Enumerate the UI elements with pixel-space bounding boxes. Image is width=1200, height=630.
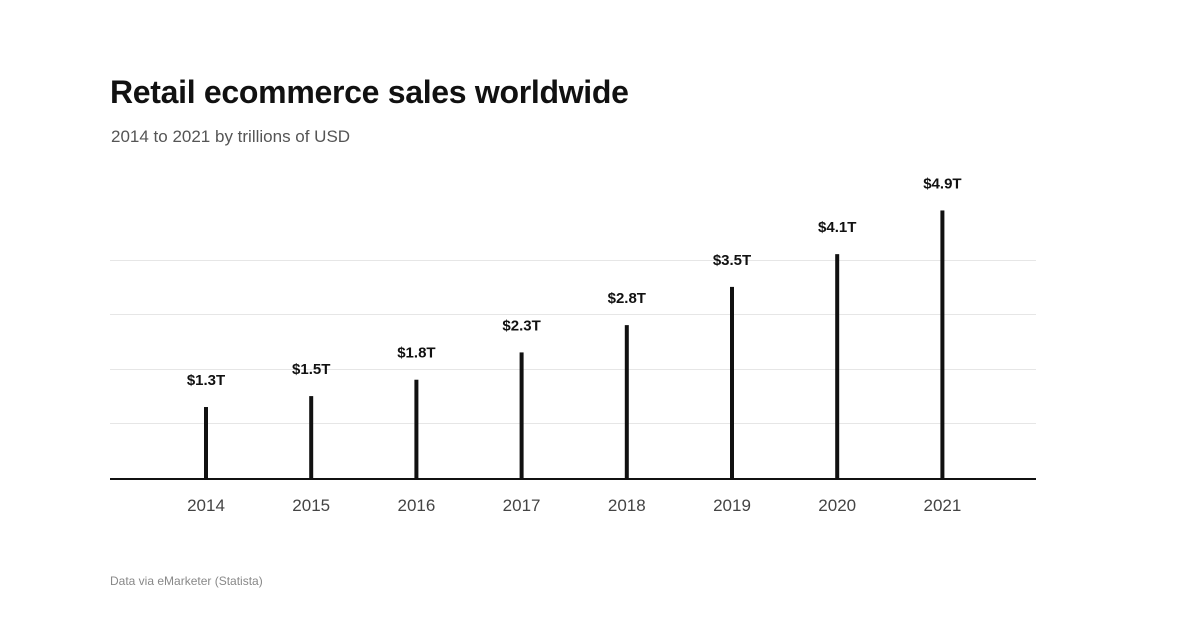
x-tick-label-2021: 2021 xyxy=(923,496,961,515)
bar-2019 xyxy=(730,286,734,478)
bar-2017 xyxy=(519,352,524,478)
bar-2016 xyxy=(414,379,419,478)
chart-subtitle: 2014 to 2021 by trillions of USD xyxy=(111,127,351,146)
bar-2014 xyxy=(204,407,208,478)
data-label-2015: $1.5T xyxy=(292,361,330,378)
bar-2020 xyxy=(835,254,840,478)
x-tick-label-2014: 2014 xyxy=(187,496,225,515)
data-label-2021: $4.9T xyxy=(923,175,961,192)
data-label-2019: $3.5T xyxy=(713,252,751,269)
bar-2021 xyxy=(940,210,945,478)
x-tick-label-2018: 2018 xyxy=(608,496,646,515)
data-label-2016: $1.8T xyxy=(397,345,435,362)
bar-2018 xyxy=(624,325,629,478)
x-tick-label-2016: 2016 xyxy=(397,496,435,515)
x-tick-label-2020: 2020 xyxy=(818,496,856,515)
data-label-2018: $2.8T xyxy=(608,290,646,307)
chart-title: Retail ecommerce sales worldwide xyxy=(110,74,629,110)
data-source-note: Data via eMarketer (Statista) xyxy=(110,574,263,588)
data-label-2014: $1.3T xyxy=(187,372,225,389)
x-tick-label-2017: 2017 xyxy=(503,496,541,515)
x-tick-label-2015: 2015 xyxy=(292,496,330,515)
data-label-2020: $4.1T xyxy=(818,219,856,236)
x-tick-label-2019: 2019 xyxy=(713,496,751,515)
data-label-2017: $2.3T xyxy=(502,317,540,334)
bar-2015 xyxy=(309,396,314,478)
